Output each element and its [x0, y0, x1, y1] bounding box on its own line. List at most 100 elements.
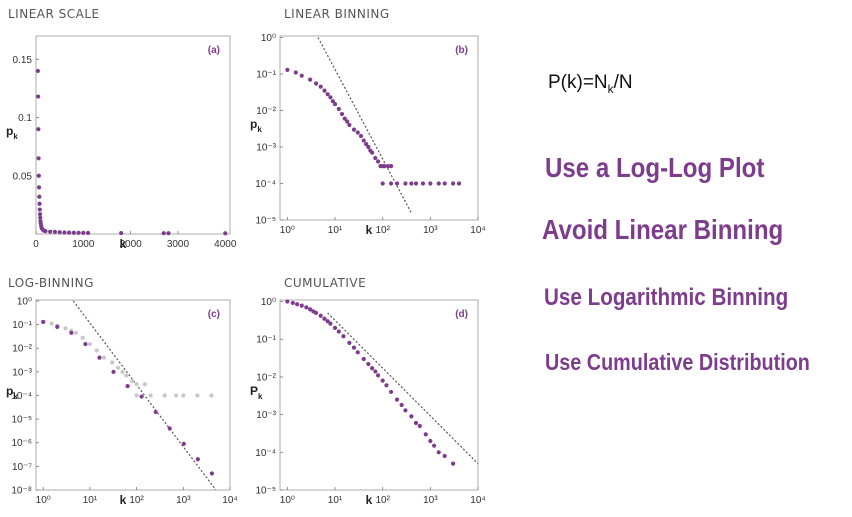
- chart-c-series-0-point: [73, 330, 78, 335]
- chart-d-xtick-label: 10¹: [328, 495, 343, 506]
- chart-c-tag: (c): [208, 309, 220, 320]
- tip-log-log-plot: Use a Log-Log Plot: [545, 152, 765, 183]
- chart-c-ytick-label: 10⁻⁶: [11, 438, 32, 449]
- chart-c-series-0-point: [80, 335, 85, 340]
- chart-c-xtick-label: 10²: [129, 495, 144, 506]
- chart-c-series-0-point: [134, 393, 139, 398]
- chart-d-series-0-point: [325, 319, 330, 324]
- chart-a-series-0-point: [36, 185, 42, 190]
- chart-d-series-0-point: [394, 397, 400, 402]
- chart-d-series-0-point: [361, 356, 366, 362]
- chart-b-xtick-label: 10⁴: [470, 225, 485, 236]
- chart-b-series-0-point: [313, 81, 319, 86]
- chart-c-series-0-point: [148, 393, 153, 398]
- chart-c-series-0-point: [195, 393, 200, 398]
- chart-d-fit-line: [327, 312, 479, 465]
- chart-d-series-0-point: [308, 307, 313, 312]
- chart-b-series-0-point: [456, 181, 462, 186]
- chart-c-title: LOG-BINNING: [8, 276, 94, 290]
- chart-d-series-0-point: [436, 450, 441, 455]
- chart-a-xtick-label: 1000: [72, 239, 95, 250]
- chart-c-series-1-point: [181, 441, 186, 446]
- chart-c-series-1-point: [97, 355, 102, 360]
- chart-a-series-0-point: [43, 228, 48, 234]
- chart-a-series-0-point: [37, 212, 43, 217]
- chart-d-series-0-point: [285, 299, 290, 304]
- chart-c-series-1-point: [111, 369, 116, 374]
- chart-b-series-0-point: [339, 111, 345, 117]
- chart-c-series-1-point: [195, 457, 200, 462]
- chart-b-series-0-point: [442, 181, 447, 186]
- chart-b-series-0-point: [345, 119, 350, 124]
- chart-c-series-0-point: [142, 382, 147, 387]
- chart-a-series-0-point: [35, 68, 40, 74]
- chart-d-ytick-label: 10⁻¹: [256, 335, 276, 346]
- chart-d-ytick-label: 10⁻⁵: [255, 486, 276, 497]
- chart-b-xtick-label: 10⁰: [280, 225, 295, 236]
- chart-c-xtick-label: 10³: [176, 495, 191, 506]
- chart-a-series-0-point: [119, 230, 124, 236]
- chart-d-series-0-point: [295, 302, 300, 307]
- chart-c-series-0-point: [49, 321, 54, 326]
- chart-b-series-0-point: [293, 70, 298, 75]
- chart-b-series-0-point: [318, 84, 323, 89]
- chart-a-series-0-point: [36, 127, 41, 132]
- chart-d-series-0-point: [413, 420, 419, 426]
- chart-c-series-0-point: [134, 382, 139, 387]
- chart-a-series-0-point: [71, 230, 76, 235]
- chart-d-series-0-point: [375, 373, 381, 378]
- chart-d-series-0-point: [322, 316, 327, 321]
- chart-c-series-0-point: [110, 360, 115, 365]
- chart-a-series-0-point: [223, 231, 228, 236]
- chart-c-frame: [35, 299, 231, 491]
- chart-d-series-0-point: [409, 414, 414, 419]
- chart-d-series-0-point: [428, 438, 433, 444]
- chart-c-ylabel: pk: [6, 384, 18, 401]
- chart-a-xtick-label: 2000: [120, 239, 143, 250]
- chart-d-series-0-point: [299, 303, 304, 308]
- chart-b-series-0-point: [308, 77, 313, 82]
- chart-b-series-0-point: [366, 144, 371, 150]
- chart-c-ylabel-sub: k: [13, 392, 18, 401]
- chart-a-series-0-point: [36, 94, 41, 99]
- chart-d-title: CUMULATIVE: [284, 276, 366, 290]
- chart-b-series-0-point: [364, 142, 369, 147]
- chart-d-xtick-label: 10³: [423, 495, 438, 506]
- tip-avoid-linear-binning: Avoid Linear Binning: [542, 214, 784, 245]
- chart-c-series-1-point: [125, 383, 130, 389]
- chart-b-series-0-point: [382, 163, 387, 169]
- chart-c-series-0-point: [94, 348, 99, 353]
- chart-b-series-0-point: [358, 133, 364, 139]
- chart-d-series-0-point: [370, 366, 375, 371]
- chart-a-series-0-point: [67, 230, 72, 235]
- chart-c-series-1-point: [209, 471, 215, 476]
- chart-d-series-0-point: [336, 329, 341, 334]
- chart-b-series-0-point: [403, 181, 408, 186]
- chart-d-ylabel-main: P: [250, 384, 258, 398]
- formula-lhs: P(k)=N: [548, 72, 608, 93]
- chart-d-series-0-point: [304, 305, 309, 310]
- chart-c-ytick-label: 10⁻⁴: [11, 391, 32, 402]
- chart-b-series-0-point: [373, 155, 378, 161]
- chart-b-xtick-label: 10¹: [328, 225, 343, 236]
- chart-a-xtick-label: 4000: [214, 239, 237, 250]
- chart-c-ytick-label: 10⁻⁷: [12, 462, 32, 473]
- chart-b-ytick-label: 10⁻¹: [256, 70, 276, 81]
- chart-d-xtick-label: 10²: [375, 495, 390, 506]
- chart-d-series-0-point: [450, 461, 456, 466]
- chart-a-series-0-point: [85, 230, 91, 236]
- chart-c-ylabel-main: p: [6, 384, 13, 398]
- chart-b-ytick-label: 10⁻⁴: [255, 179, 276, 190]
- chart-b-series-0-point: [330, 99, 335, 104]
- chart-d-series-0-point: [388, 389, 394, 395]
- chart-d-ytick-label: 10⁰: [261, 297, 276, 308]
- chart-d-series-0-point: [432, 443, 437, 448]
- chart-c-series-0-point: [162, 393, 167, 398]
- chart-b-series-0-point: [370, 150, 375, 155]
- chart-b-series-0-point: [351, 127, 357, 132]
- chart-a-xtick-label: 3000: [167, 239, 190, 250]
- chart-d-series-0-point: [328, 321, 333, 326]
- formula-subscript: k: [607, 81, 614, 96]
- chart-b-series-0-point: [413, 181, 419, 186]
